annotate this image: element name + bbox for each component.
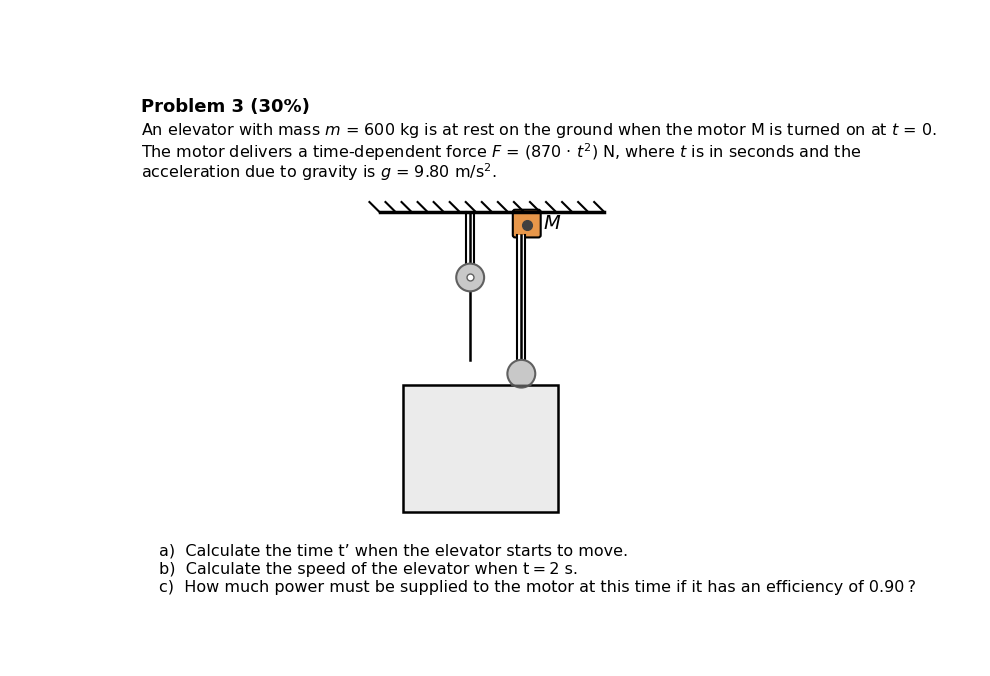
- Text: c)  How much power must be supplied to the motor at this time if it has an effic: c) How much power must be supplied to th…: [158, 580, 916, 595]
- Circle shape: [456, 264, 484, 291]
- Text: An elevator with mass $m$ = 600 kg is at rest on the ground when the motor M is : An elevator with mass $m$ = 600 kg is at…: [141, 121, 937, 140]
- FancyBboxPatch shape: [513, 210, 541, 237]
- Circle shape: [508, 360, 536, 387]
- Text: Problem 3 (30%): Problem 3 (30%): [141, 98, 310, 116]
- Bar: [518, 235, 526, 360]
- Text: acceleration due to gravity is $g$ = 9.80 m/s$^2$.: acceleration due to gravity is $g$ = 9.8…: [141, 161, 496, 183]
- Text: b)  Calculate the speed of the elevator when t = 2 s.: b) Calculate the speed of the elevator w…: [158, 562, 577, 577]
- Text: The motor delivers a time-dependent force $F$ = (870 $\cdot$ $t^2$) N, where $t$: The motor delivers a time-dependent forc…: [141, 141, 861, 163]
- Text: $M$: $M$: [544, 214, 561, 233]
- Text: a)  Calculate the time t’ when the elevator starts to move.: a) Calculate the time t’ when the elevat…: [158, 543, 628, 558]
- Polygon shape: [511, 385, 532, 387]
- Bar: [403, 385, 557, 512]
- Bar: [466, 212, 474, 264]
